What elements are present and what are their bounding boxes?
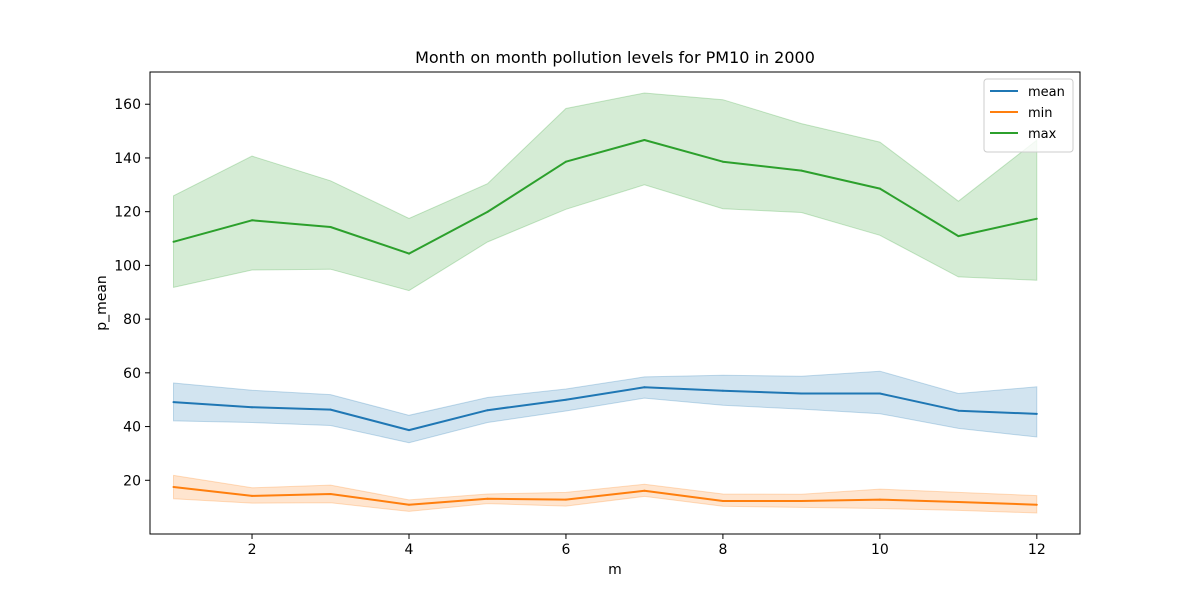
x-axis-ticks: 2 4 6 8 10 12 xyxy=(248,534,1046,558)
series-line-mean xyxy=(173,386,1037,432)
data-point-min-12 xyxy=(1035,503,1038,506)
data-point-mean-11 xyxy=(957,409,960,412)
y-axis-label: p_mean xyxy=(94,275,110,331)
series-line-max xyxy=(173,139,1038,255)
y-tick-label: 80 xyxy=(123,312,141,328)
data-point-max-12 xyxy=(1035,217,1038,220)
y-tick-label: 100 xyxy=(114,258,141,274)
series-line-min xyxy=(173,486,1037,506)
x-tick-label: 12 xyxy=(1028,542,1046,558)
band-max xyxy=(173,92,1038,292)
data-point-max-7 xyxy=(643,139,646,141)
data-point-max-4 xyxy=(408,252,410,255)
plot-area-frame xyxy=(149,71,1081,535)
data-point-min-11 xyxy=(957,501,960,503)
data-point-min-4 xyxy=(408,503,410,506)
data-point-mean-6 xyxy=(564,398,567,401)
legend-label-min: min xyxy=(1028,106,1053,121)
chart-title: Month on month pollution levels for PM10… xyxy=(415,48,815,67)
data-point-min-7 xyxy=(643,489,646,492)
y-tick-label: 120 xyxy=(114,205,141,221)
legend-label-mean: mean xyxy=(1028,85,1065,100)
data-point-max-8 xyxy=(721,160,724,163)
x-tick-label: 8 xyxy=(718,542,727,558)
y-tick-label: 60 xyxy=(123,366,141,382)
x-tick-label: 10 xyxy=(871,542,889,558)
data-point-mean-3 xyxy=(329,408,332,411)
data-point-mean-1 xyxy=(172,401,175,404)
data-point-mean-9 xyxy=(800,392,803,395)
data-point-mean-5 xyxy=(486,409,489,412)
y-tick-label: 160 xyxy=(114,97,141,113)
data-point-mean-10 xyxy=(878,392,881,395)
data-point-max-3 xyxy=(329,226,332,228)
data-point-min-8 xyxy=(721,500,724,502)
data-point-min-6 xyxy=(564,498,567,501)
data-point-max-10 xyxy=(878,187,881,190)
data-point-min-3 xyxy=(329,493,332,495)
x-tick-label: 2 xyxy=(248,542,257,558)
series-lines xyxy=(172,139,1038,506)
data-point-max-2 xyxy=(251,219,253,222)
data-point-max-9 xyxy=(800,169,803,172)
data-point-min-10 xyxy=(878,498,881,501)
y-tick-label: 40 xyxy=(123,420,141,436)
legend-label-max: max xyxy=(1028,127,1057,142)
data-point-max-1 xyxy=(172,240,175,243)
data-point-max-11 xyxy=(957,235,960,238)
x-axis-label: m xyxy=(608,562,622,578)
x-tick-label: 6 xyxy=(561,542,570,558)
data-point-min-5 xyxy=(486,497,489,500)
data-point-mean-8 xyxy=(721,389,724,392)
legend: mean min max xyxy=(983,78,1074,153)
data-point-max-5 xyxy=(486,210,489,213)
data-point-mean-4 xyxy=(408,429,410,432)
data-point-mean-2 xyxy=(251,406,253,409)
y-tick-label: 20 xyxy=(123,473,141,489)
data-point-min-1 xyxy=(172,486,175,488)
y-tick-label: 140 xyxy=(114,151,141,167)
data-point-mean-7 xyxy=(643,386,646,389)
data-point-min-9 xyxy=(800,500,803,502)
x-tick-label: 4 xyxy=(405,542,414,558)
data-point-mean-12 xyxy=(1035,412,1038,415)
y-axis-ticks: 20 40 60 80 100 120 140 160 xyxy=(114,97,150,489)
data-point-max-6 xyxy=(564,160,567,163)
data-point-min-2 xyxy=(251,494,253,497)
